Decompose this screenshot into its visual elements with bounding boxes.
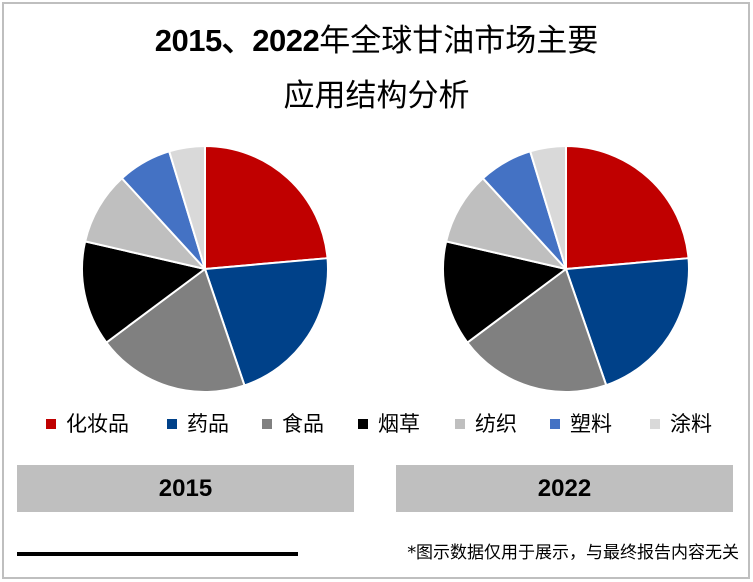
pie-slice (565, 145, 690, 270)
pie-slice (442, 240, 567, 344)
pie-chart-2015 (80, 144, 330, 394)
legend-item-tobacco: 烟草 (358, 408, 420, 440)
pie-slice (466, 268, 608, 393)
legend-label: 纺织 (475, 412, 517, 436)
legend-item-cosmetics: 化妆品 (46, 408, 129, 440)
pie-slice (105, 268, 246, 393)
legend-item-coatings: 涂料 (650, 408, 712, 440)
pie-slice (565, 257, 690, 387)
footnote: *图示数据仅用于展示，与最终报告内容无关 (407, 543, 740, 563)
legend-swatch (550, 419, 560, 429)
year-box-2015: 2015 (17, 465, 354, 512)
legend-label: 化妆品 (66, 412, 129, 436)
pie-slice (204, 257, 329, 387)
chart-title-line2: 应用结构分析 (283, 78, 470, 114)
pie-slice (168, 145, 206, 270)
title-years: 2015、2022 (154, 23, 320, 58)
legend-item-textile: 纺织 (455, 408, 517, 440)
legend-item-pharma: 药品 (167, 408, 229, 440)
legend-swatch (455, 419, 465, 429)
pie-slice (204, 145, 329, 270)
pie-chart-2022 (441, 144, 691, 394)
footer-divider (17, 552, 298, 556)
year-label: 2015 (158, 474, 213, 502)
pie-slice (445, 177, 567, 270)
pie-slice (81, 240, 206, 344)
chart-title-line1: 2015、2022年全球甘油市场主要 (0, 20, 753, 62)
legend-swatch (358, 419, 368, 429)
legend-swatch (650, 419, 660, 429)
pie-slice (84, 177, 206, 270)
legend-label: 食品 (282, 412, 324, 436)
year-label: 2022 (537, 474, 592, 502)
legend-swatch (262, 419, 272, 429)
legend: 化妆品 药品 食品 烟草 纺织 塑料 涂料 (0, 408, 753, 440)
legend-item-food: 食品 (262, 408, 324, 440)
legend-swatch (46, 419, 56, 429)
year-box-2022: 2022 (396, 465, 733, 512)
legend-label: 涂料 (670, 412, 712, 436)
title-text: 年全球甘油市场主要 (319, 23, 599, 59)
pie-slice (529, 145, 567, 270)
legend-item-plastics: 塑料 (550, 408, 612, 440)
legend-swatch (167, 419, 177, 429)
legend-label: 塑料 (570, 412, 612, 436)
legend-label: 烟草 (378, 412, 420, 436)
legend-label: 药品 (187, 412, 229, 436)
